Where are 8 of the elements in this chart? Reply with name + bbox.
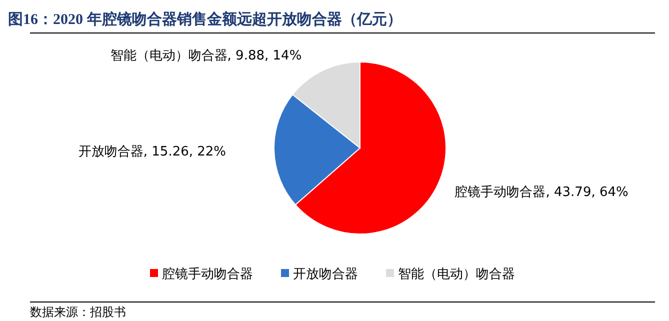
data-label: 腔镜手动吻合器, 43.79, 64%	[454, 184, 628, 200]
legend-label: 开放吻合器	[293, 267, 358, 282]
data-label: 智能（电动）吻合器, 9.88, 14%	[110, 48, 302, 64]
source-note: 数据来源：招股书	[30, 305, 126, 319]
legend-label: 智能（电动）吻合器	[398, 267, 515, 282]
legend-label: 腔镜手动吻合器	[162, 267, 253, 282]
data-label: 开放吻合器, 15.26, 22%	[78, 144, 226, 160]
chart-title: 图16：2020 年腔镜吻合器销售金额远超开放吻合器（亿元）	[8, 10, 402, 28]
